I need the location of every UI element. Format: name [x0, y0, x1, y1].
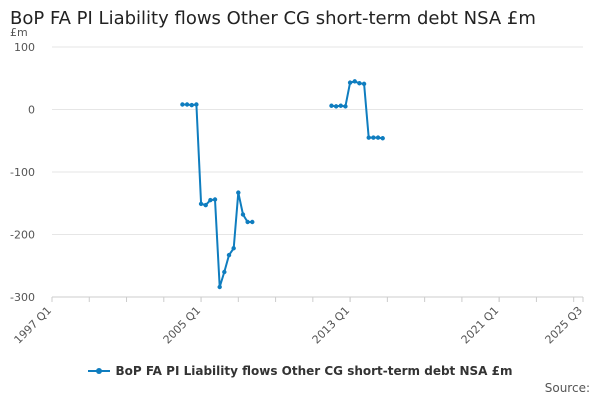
data-point: [361, 81, 367, 87]
data-point: [343, 104, 348, 109]
data-point: [375, 135, 381, 140]
data-point: [198, 201, 204, 207]
y-axis-ticks: 100 0 -100 -200 -300: [10, 41, 35, 304]
data-point: [189, 102, 194, 108]
data-point: [245, 219, 250, 225]
chart-title: BoP FA PI Liability flows Other CG short…: [10, 8, 536, 29]
y-tick-label: -200: [10, 229, 35, 242]
data-point: [366, 135, 371, 140]
x-tick-label: 1997 Q1: [12, 304, 55, 347]
data-point: [180, 102, 185, 107]
data-point: [217, 284, 222, 290]
gridlines: [52, 46, 583, 298]
series-layer: [180, 79, 385, 290]
x-tick-label: 2005 Q1: [161, 304, 204, 347]
data-point: [194, 102, 199, 107]
legend-swatch: [87, 365, 110, 377]
y-tick-label: -100: [10, 166, 35, 179]
data-point: [222, 269, 227, 275]
data-point: [352, 79, 357, 84]
x-tick-label: 2013 Q1: [310, 304, 353, 347]
data-point: [357, 81, 362, 86]
data-point: [371, 135, 376, 140]
data-point: [338, 103, 343, 108]
data-point: [208, 197, 213, 203]
data-point: [380, 136, 385, 141]
y-tick-label: 100: [14, 41, 35, 54]
series-line: [182, 103, 253, 288]
data-point: [250, 219, 255, 225]
data-point: [240, 212, 246, 217]
legend[interactable]: BoP FA PI Liability flows Other CG short…: [0, 364, 600, 378]
data-point: [333, 104, 339, 109]
x-axis-ticks: 1997 Q1 2005 Q1 2013 Q1 2021 Q1 2025 Q3: [12, 297, 586, 347]
legend-label: BoP FA PI Liability flows Other CG short…: [115, 364, 513, 378]
data-point: [347, 80, 353, 85]
y-tick-label: 0: [28, 104, 35, 117]
y-tick-label: -300: [10, 291, 35, 304]
data-point: [329, 103, 334, 108]
data-point: [184, 102, 190, 107]
data-point: [203, 202, 208, 208]
y-axis-unit-label: £m: [10, 26, 28, 39]
data-point: [231, 246, 236, 251]
x-tick-label: 2021 Q1: [459, 304, 502, 347]
data-point: [226, 252, 232, 258]
data-point: [212, 197, 218, 202]
data-point: [236, 190, 241, 195]
source-label: Source:: [544, 381, 590, 395]
x-tick-label: 2025 Q3: [543, 304, 586, 347]
